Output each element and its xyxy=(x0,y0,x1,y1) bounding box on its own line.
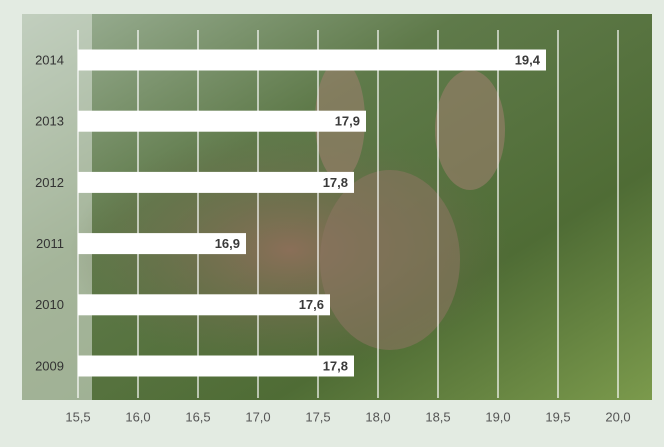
data-label: 17,6 xyxy=(299,297,324,312)
x-tick-label: 20,0 xyxy=(605,409,630,424)
data-label: 17,9 xyxy=(335,114,360,129)
page: {"chart_data": {"type": "hbar", "categor… xyxy=(0,0,664,447)
y-tick-label: 2010 xyxy=(35,297,64,312)
photo-shape xyxy=(320,170,460,350)
x-tick-label: 17,5 xyxy=(305,409,330,424)
y-tick-label: 2013 xyxy=(35,114,64,129)
chart: 15,5 16,0 16,5 17,0 17,5 18,0 18,5 19,0 19,5 20,0… xyxy=(0,0,664,447)
bar xyxy=(78,294,330,315)
y-tick-label: 2012 xyxy=(35,175,64,190)
x-tick-label: 17,0 xyxy=(245,409,270,424)
x-tick-label: 18,0 xyxy=(365,409,390,424)
bar xyxy=(78,356,354,377)
x-tick-label: 15,5 xyxy=(65,409,90,424)
data-label: 17,8 xyxy=(323,175,348,190)
data-label: 16,9 xyxy=(215,236,240,251)
label-strip xyxy=(22,14,92,400)
bar xyxy=(78,111,366,132)
x-tick-label: 19,5 xyxy=(545,409,570,424)
y-tick-label: 2009 xyxy=(35,358,64,373)
x-tick-label: 18,5 xyxy=(425,409,450,424)
y-tick-label: 2014 xyxy=(35,52,64,67)
bar xyxy=(78,50,546,71)
x-tick-label: 16,5 xyxy=(185,409,210,424)
data-label: 17,8 xyxy=(323,358,348,373)
data-label: 19,4 xyxy=(515,52,541,67)
bar xyxy=(78,172,354,193)
x-tick-label: 19,0 xyxy=(485,409,510,424)
x-tick-label: 16,0 xyxy=(125,409,150,424)
photo-shape xyxy=(435,70,505,190)
y-tick-label: 2011 xyxy=(36,236,64,251)
